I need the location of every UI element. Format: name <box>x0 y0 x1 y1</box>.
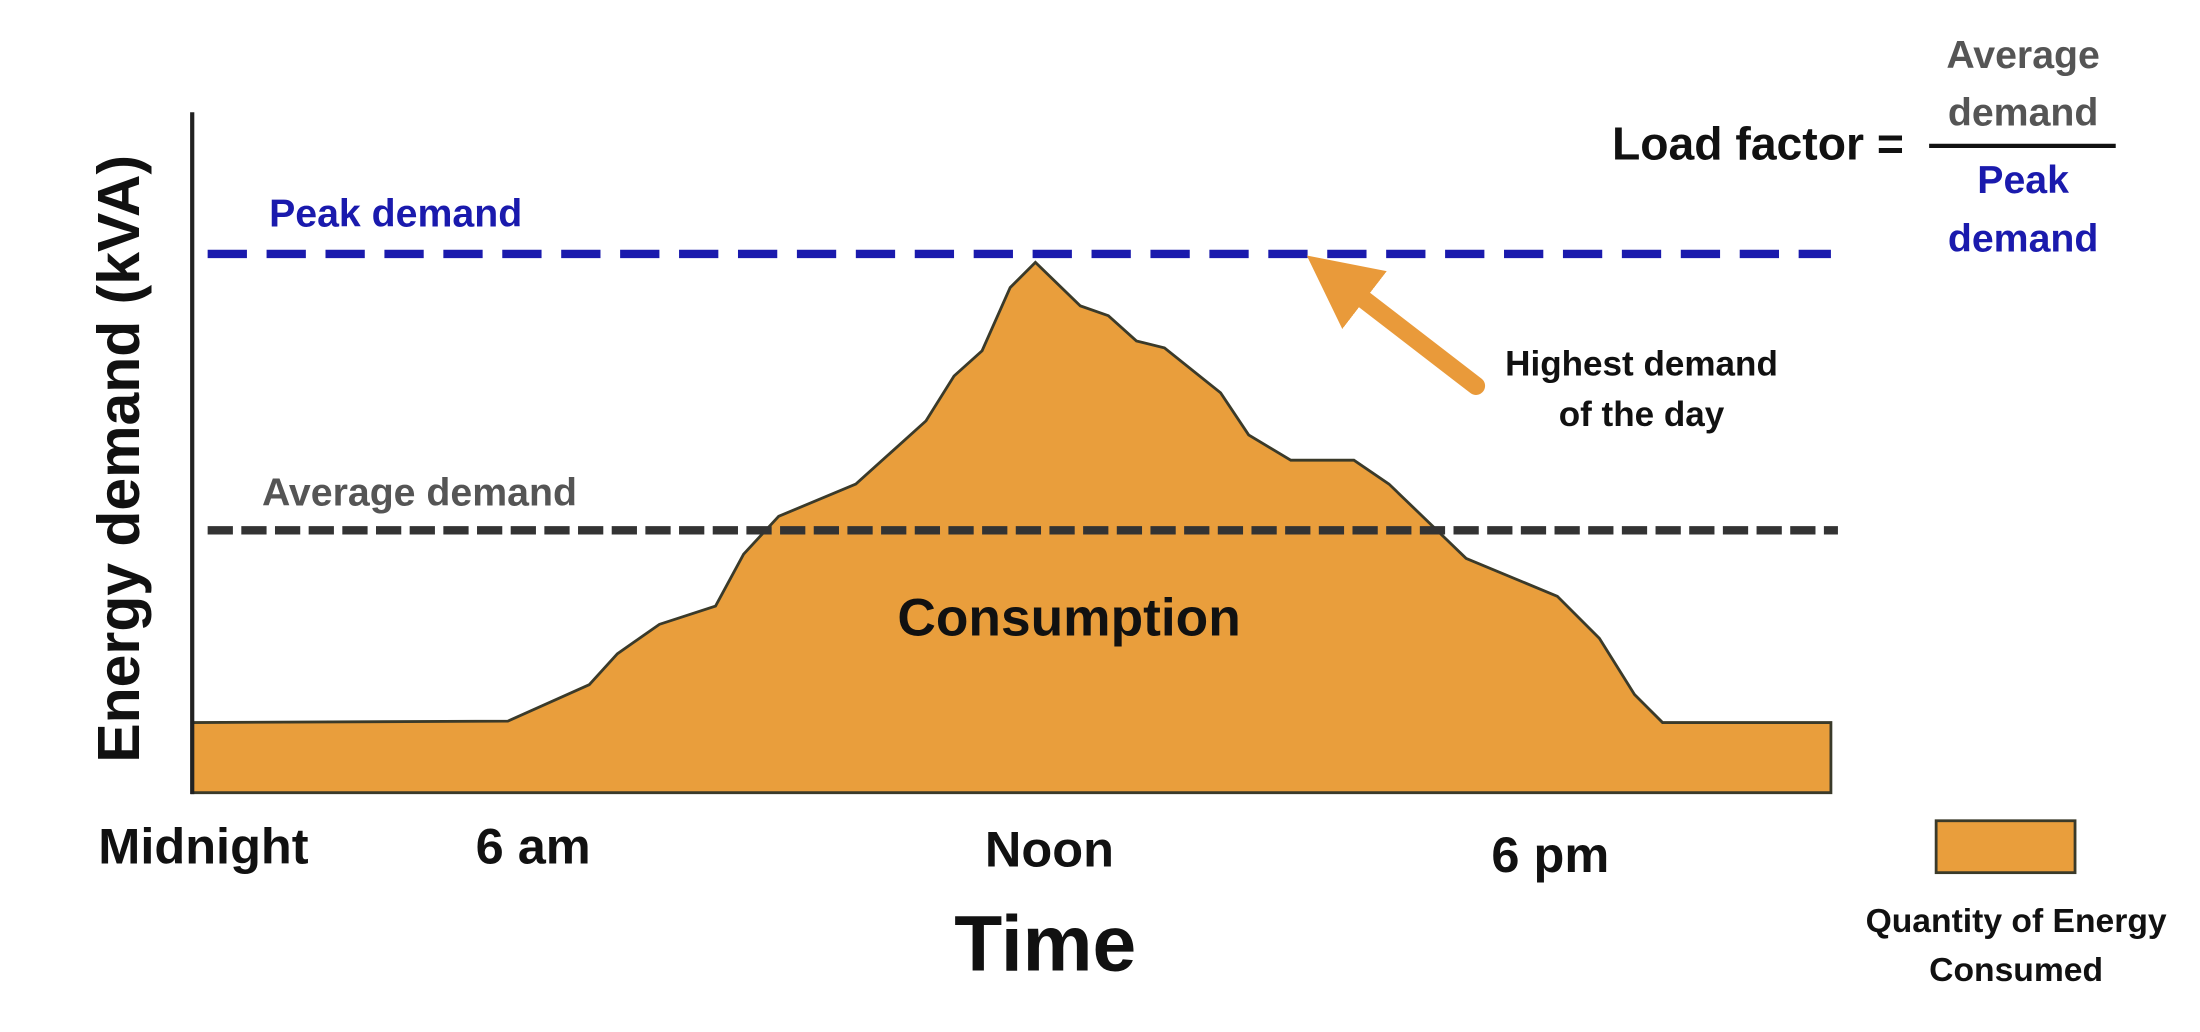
formula-numerator: Average <box>1946 33 2100 77</box>
consumption-area <box>190 260 1833 795</box>
formula-numerator: demand <box>1948 90 2099 134</box>
content: Peak demand Average demand Consumption H… <box>87 33 2167 989</box>
x-label: 6 am <box>476 818 591 875</box>
peak-label: Peak demand <box>269 191 522 235</box>
highlight-arrow <box>1306 255 1486 395</box>
x-label: 6 pm <box>1491 826 1609 883</box>
highest-label: of the day <box>1559 395 1725 434</box>
legend-label: Consumed <box>1929 952 2103 989</box>
x-axis-label: Time <box>954 900 1136 988</box>
formula-denominator: demand <box>1948 217 2099 261</box>
area-label: Consumption <box>897 589 1240 648</box>
x-label: Midnight <box>98 818 309 875</box>
legend-swatch <box>1934 819 2077 875</box>
highest-label: Highest demand <box>1505 344 1778 383</box>
x-label: Noon <box>985 820 1114 877</box>
average-label: Average demand <box>262 471 577 515</box>
formula-denominator: Peak <box>1977 158 2069 202</box>
legend-label: Quantity of Energy <box>1866 903 2167 940</box>
y-axis-label: Energy demand (kVA) <box>87 155 152 763</box>
formula-lhs: Load factor = <box>1612 118 1904 170</box>
